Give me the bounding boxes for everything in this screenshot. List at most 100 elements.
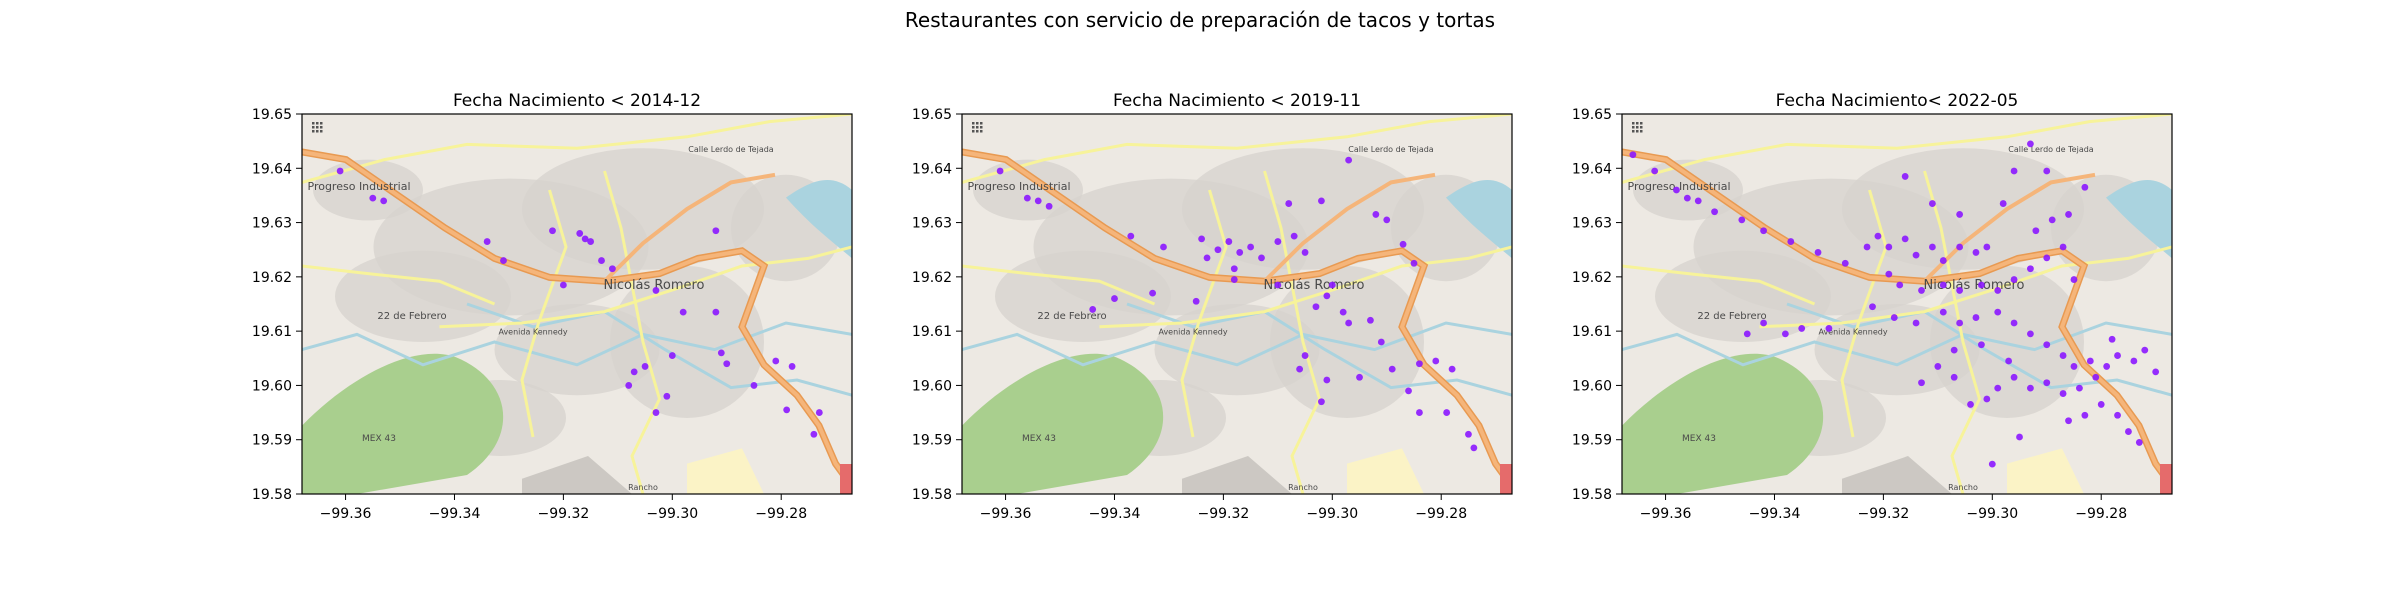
map-label: Calle Lerdo de Tejada xyxy=(1348,145,1433,154)
scatter-point xyxy=(815,409,823,416)
map-label: Progreso Industrial xyxy=(1628,180,1731,193)
scatter-point xyxy=(2043,379,2051,387)
scatter-point xyxy=(625,382,633,389)
scatter-point xyxy=(1814,249,1822,256)
panel-title: Fecha Nacimiento < 2014-12 xyxy=(453,91,701,111)
scatter-point xyxy=(1443,409,1451,416)
chart-panel-2: Fecha Nacimiento < 2019-11 Progreso Indus… xyxy=(912,91,1513,522)
scatter-point xyxy=(1448,365,1456,373)
scatter-point xyxy=(1203,254,1211,262)
scatter-point xyxy=(2032,227,2040,235)
scatter-point xyxy=(1405,387,1412,395)
scatter-point xyxy=(1983,395,1991,403)
scatter-point xyxy=(1912,319,1920,327)
scatter-point xyxy=(1934,363,1942,370)
scatter-point xyxy=(2027,330,2034,338)
scatter-point xyxy=(1781,330,1789,338)
scatter-point xyxy=(380,197,388,205)
scatter-point xyxy=(1198,235,1206,243)
scatter-point xyxy=(1230,265,1238,273)
scatter-point xyxy=(1290,232,1298,240)
y-tick-label: 19.65 xyxy=(1572,107,1612,123)
y-tick-label: 19.59 xyxy=(252,433,292,449)
scatter-point xyxy=(2086,357,2094,365)
scatter-point xyxy=(1956,211,1964,218)
scatter-point xyxy=(717,349,725,357)
y-tick-label: 19.63 xyxy=(912,216,952,232)
scatter-point xyxy=(2027,265,2034,273)
scatter-point xyxy=(1869,303,1876,311)
scatter-point xyxy=(1972,249,1980,256)
y-tick-label: 19.61 xyxy=(912,324,952,340)
scatter-point xyxy=(2010,276,2018,283)
scatter-point xyxy=(723,360,731,368)
scatter-point xyxy=(1285,200,1293,207)
scatter-point xyxy=(1301,249,1309,256)
map-label: MEX 43 xyxy=(1682,434,1716,444)
scatter-point xyxy=(1928,243,1936,251)
plot-frame xyxy=(1621,113,2173,495)
scatter-point xyxy=(1760,227,1767,235)
scatter-point xyxy=(1918,287,1925,294)
scatter-point xyxy=(1339,308,1347,316)
scatter-point xyxy=(2114,411,2121,419)
scatter-point xyxy=(2005,357,2013,365)
map-label: Rancho xyxy=(1948,483,1978,492)
y-tick-label: 19.60 xyxy=(252,378,292,394)
scatter-point xyxy=(2081,411,2089,419)
scatter-point xyxy=(1274,238,1282,245)
scatter-points xyxy=(336,167,823,438)
scatter-point xyxy=(1928,200,1936,207)
scatter-point xyxy=(2076,384,2083,392)
y-tick-label: 19.58 xyxy=(252,487,292,503)
scatter-point xyxy=(1999,200,2007,207)
scatter-point xyxy=(1885,243,1893,251)
scatter-point xyxy=(712,308,720,316)
map-label: MEX 43 xyxy=(362,434,396,444)
scatter-point xyxy=(1863,243,1871,251)
scatter-point xyxy=(630,368,638,376)
map-label: Calle Lerdo de Tejada xyxy=(688,145,773,154)
park-area xyxy=(962,353,1164,494)
scatter-point xyxy=(1743,330,1751,338)
scatter-point xyxy=(1939,308,1947,316)
chart-panel-3: Fecha Nacimiento< 2022-05 Progreso Indust… xyxy=(1572,91,2173,522)
scatter-point xyxy=(1345,156,1353,164)
scatter-point xyxy=(1225,238,1233,245)
scatter-point xyxy=(2070,363,2078,370)
scatter-point xyxy=(1367,316,1374,324)
map-label: Nicolás Romero xyxy=(1924,278,2025,293)
x-tick-label: −99.36 xyxy=(980,506,1032,522)
scatter-point xyxy=(581,235,589,243)
y-tick-label: 19.60 xyxy=(912,378,952,394)
scatter-point xyxy=(1939,257,1947,264)
basemap: Progreso Industrial Nicolás Romero 22 de F… xyxy=(962,114,1512,494)
basemap: Progreso Industrial Nicolás Romero 22 de F… xyxy=(1622,114,2172,494)
scatter-point xyxy=(2092,373,2100,381)
scatter-point xyxy=(576,230,584,237)
scatter-point xyxy=(1760,319,1767,327)
scatter-point xyxy=(2114,352,2121,359)
plot-frame xyxy=(961,113,1513,495)
y-tick-label: 19.61 xyxy=(252,324,292,340)
scatter-point xyxy=(1896,281,1904,289)
scatter-point xyxy=(1416,409,1423,416)
scatter-point xyxy=(1683,194,1691,202)
scatter-point xyxy=(1967,401,1974,408)
y-tick-label: 19.65 xyxy=(912,107,952,123)
y-tick-label: 19.62 xyxy=(912,270,952,286)
y-tick-label: 19.63 xyxy=(1572,216,1612,232)
scatter-point xyxy=(1236,249,1244,256)
scatter-point xyxy=(772,357,780,365)
x-tick-label: −99.30 xyxy=(1966,506,2018,522)
scatter-point xyxy=(996,167,1004,175)
scatter-point xyxy=(336,167,344,175)
scatter-point xyxy=(1950,373,1958,381)
scatter-point xyxy=(663,392,671,400)
scatter-point xyxy=(598,257,605,264)
scatter-point xyxy=(712,227,720,235)
scatter-point xyxy=(587,238,595,245)
x-tick-label: −99.34 xyxy=(429,506,481,522)
scatter-point xyxy=(2070,276,2078,283)
x-tick-label: −99.32 xyxy=(537,506,589,522)
